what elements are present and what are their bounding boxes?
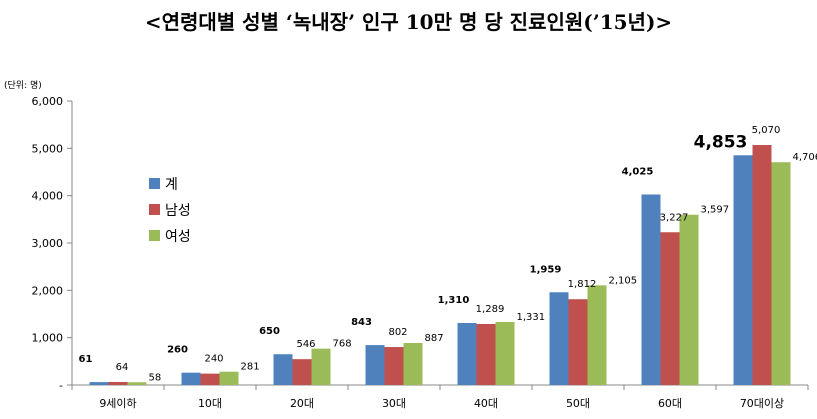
y-tick-label: 4,000 <box>32 190 64 203</box>
bars <box>89 145 791 385</box>
data-label: 61 <box>79 354 93 365</box>
legend-label: 남성 <box>165 203 191 219</box>
chart-title: <연령대별 성별 ‘녹내장’ 인구 10만 명 당 진료인원(’15년)> <box>144 10 673 34</box>
bar-남성 <box>108 381 128 385</box>
x-tick-label: 40대 <box>474 397 498 410</box>
data-label: 5,070 <box>752 125 781 136</box>
y-tick-label: 1,000 <box>32 332 64 345</box>
bar-여성 <box>679 214 699 385</box>
y-tick-label: 6,000 <box>32 95 64 108</box>
data-label: 1,812 <box>568 279 597 290</box>
x-tick-label: 9세이하 <box>99 396 136 410</box>
bar-여성 <box>771 162 791 385</box>
data-label: 1,331 <box>517 312 546 323</box>
bar-여성 <box>403 343 423 385</box>
data-label: 4,853 <box>694 132 748 152</box>
bar-남성 <box>752 145 772 385</box>
x-tick-label: 70대이상 <box>740 397 784 410</box>
data-label: 64 <box>116 362 129 373</box>
bar-여성 <box>219 371 239 385</box>
data-labels: 61 260 650 843 1,310 1,959 4,025 4,853 64 240 546 8… <box>79 125 817 383</box>
data-label: 4,025 <box>622 166 654 177</box>
y-tick-label: 5,000 <box>32 142 64 155</box>
legend-swatch <box>149 204 160 215</box>
bar-남성 <box>660 232 680 385</box>
data-label: 3,597 <box>701 205 730 216</box>
bar-계 <box>457 322 477 385</box>
bar-계 <box>181 372 201 385</box>
data-label: 802 <box>388 327 407 338</box>
data-label: 546 <box>296 339 315 350</box>
bar-계 <box>733 155 753 385</box>
bar-남성 <box>292 359 312 385</box>
bar-계 <box>549 292 569 385</box>
data-label: 1,289 <box>476 304 505 315</box>
bar-남성 <box>568 299 588 385</box>
data-label: 260 <box>167 345 188 356</box>
legend-swatch <box>149 178 160 189</box>
bar-여성 <box>127 382 147 385</box>
bar-남성 <box>476 323 496 385</box>
y-tick-label: 2,000 <box>32 284 64 297</box>
x-tick-label: 10대 <box>198 397 222 410</box>
x-tick-label: 50대 <box>566 397 590 410</box>
bar-계 <box>89 382 109 385</box>
bar-여성 <box>495 321 515 385</box>
bar-계 <box>365 345 385 385</box>
y-tick-label: 3,000 <box>32 237 64 250</box>
data-label: 843 <box>351 317 372 328</box>
data-label: 4,706 <box>793 152 817 163</box>
legend-label: 여성 <box>165 229 191 245</box>
data-label: 887 <box>425 333 444 344</box>
bar-여성 <box>587 285 607 385</box>
x-tick-label: 60대 <box>658 397 682 410</box>
data-label: 1,959 <box>530 264 562 275</box>
bar-계 <box>641 194 661 385</box>
unit-label: (단위: 명) <box>4 81 42 91</box>
bar-계 <box>273 354 293 385</box>
bar-남성 <box>200 373 220 385</box>
data-label: 650 <box>259 326 280 337</box>
bar-남성 <box>384 347 404 385</box>
x-tick-label: 30대 <box>382 397 406 410</box>
data-label: 768 <box>333 339 352 350</box>
data-label: 240 <box>204 354 223 365</box>
legend-label: 계 <box>165 177 178 193</box>
data-label: 3,227 <box>660 212 689 223</box>
bar-여성 <box>311 348 331 385</box>
data-label: 58 <box>149 372 162 383</box>
x-tick-label: 20대 <box>290 397 314 410</box>
y-tick-label: - <box>59 379 63 392</box>
data-label: 1,310 <box>438 295 470 306</box>
data-label: 281 <box>241 362 260 373</box>
data-label: 2,105 <box>609 275 638 286</box>
legend-swatch <box>149 230 160 241</box>
